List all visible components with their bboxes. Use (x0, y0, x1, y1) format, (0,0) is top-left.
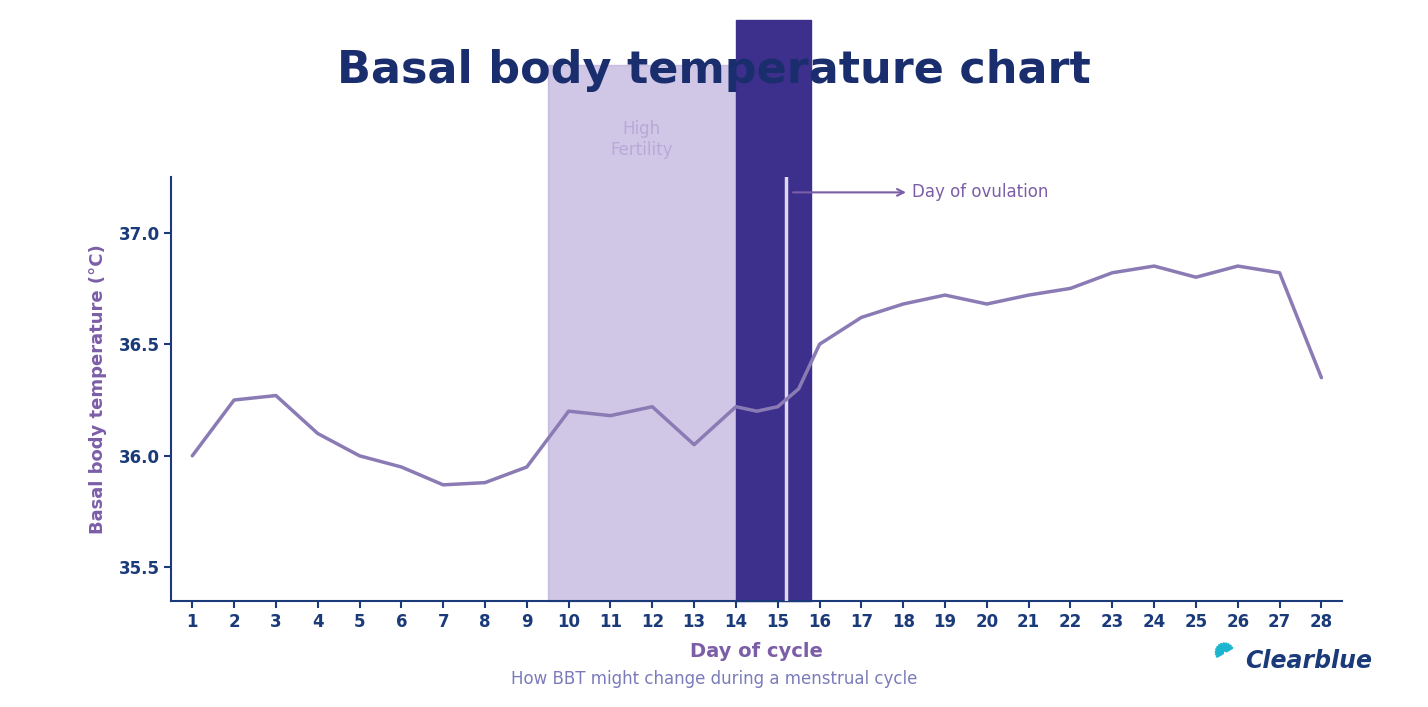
Text: How BBT might change during a menstrual cycle: How BBT might change during a menstrual … (511, 670, 917, 688)
Bar (548, 65, 735, 601)
Text: Peak
Fertility: Peak Fertility (737, 78, 811, 117)
Text: Day of ovulation: Day of ovulation (793, 183, 1048, 201)
Text: High
Fertility: High Fertility (611, 120, 673, 159)
Text: Clearblue: Clearblue (1245, 649, 1372, 673)
Y-axis label: Basal body temperature (°C): Basal body temperature (°C) (90, 244, 107, 534)
X-axis label: Day of cycle: Day of cycle (690, 642, 824, 661)
Bar (735, 21, 811, 601)
Text: Basal body temperature chart: Basal body temperature chart (337, 49, 1091, 93)
